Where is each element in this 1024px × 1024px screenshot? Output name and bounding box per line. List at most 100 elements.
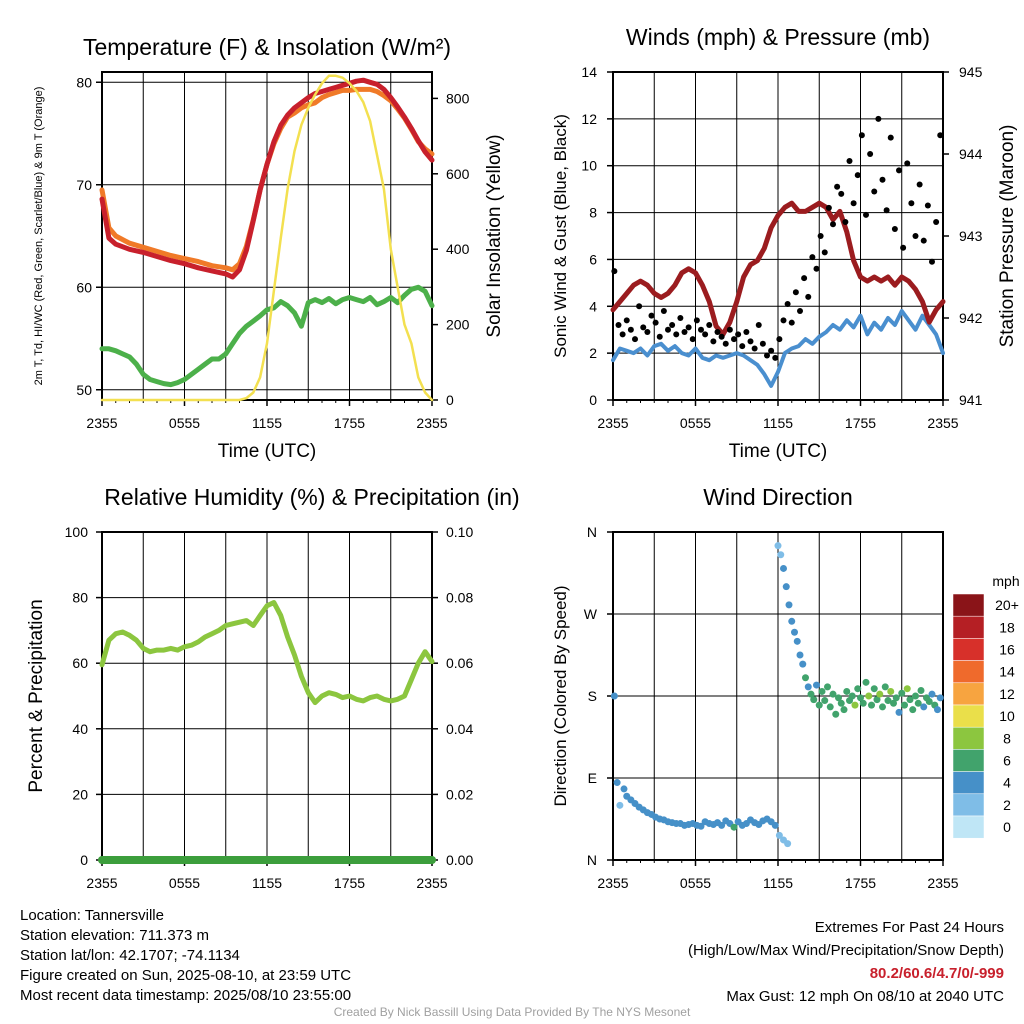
y-tick-label: 8 <box>589 205 597 221</box>
direction-point <box>818 687 826 695</box>
y-tick-label: 0 <box>589 392 597 408</box>
direction-point <box>824 683 831 691</box>
gust-point <box>706 322 713 329</box>
gust-point <box>726 326 733 333</box>
colorbar-swatch <box>952 593 985 617</box>
gust-point <box>615 322 622 329</box>
gust-point <box>784 300 791 307</box>
temperature-panel: 2355 0555 1155 1755 235550607080020040060080… <box>33 34 505 462</box>
speed-colorbar: mph 20+ 18 16 14 12 10 8 6 4 2 0 <box>952 573 1020 839</box>
gust-point <box>879 176 886 183</box>
max-gust-text: Max Gust: 12 mph On 08/10 at 2040 UTC <box>726 988 1004 1005</box>
gust-point <box>850 200 857 207</box>
x-tick-label: 0555 <box>680 875 711 891</box>
gust-point <box>669 322 676 329</box>
gust-point <box>698 326 704 333</box>
y-tick-label: 2 <box>589 345 597 361</box>
x-tick-label: 2355 <box>86 415 117 431</box>
gust-point <box>693 317 700 324</box>
direction-point <box>821 697 829 705</box>
y-axis-label: 2m T, Td, HI/WC (Red, Green, Scarlet/Blu… <box>33 87 45 386</box>
dewpoint-line <box>99 284 435 388</box>
colorbar-swatch <box>952 615 985 639</box>
direction-point <box>936 694 944 702</box>
direction-point <box>613 779 621 787</box>
direction-point <box>718 821 726 829</box>
extremes-values: 80.2/60.6/4.7/0/-999 <box>869 965 1004 982</box>
x-tick-label: 2355 <box>927 875 958 891</box>
gust-point <box>863 211 869 218</box>
direction-point <box>730 823 738 831</box>
direction-point <box>914 699 922 707</box>
colorbar-label: 20+ <box>995 597 1019 613</box>
colorbar-swatch <box>952 815 985 839</box>
direction-point <box>796 651 804 659</box>
direction-point <box>862 678 870 686</box>
gust-point <box>834 183 841 190</box>
gust-point <box>747 338 754 345</box>
direction-point <box>784 840 792 848</box>
x-tick-label: 1755 <box>845 875 876 891</box>
gust-point <box>685 324 692 331</box>
y-tick-label: 80 <box>76 74 92 90</box>
direction-point <box>802 674 809 682</box>
direction-point <box>934 706 941 714</box>
direction-point <box>906 696 914 704</box>
gust-point <box>764 352 770 359</box>
direction-point <box>848 692 856 700</box>
direction-point <box>843 687 851 695</box>
elevation-text: Station elevation: 711.373 m <box>20 927 210 944</box>
gust-point <box>776 336 783 343</box>
direction-point <box>857 694 864 702</box>
humidity-panel: 2355 0555 1155 1755 2355 0 20 40 60 80 100 0.00 0.02… <box>26 484 520 891</box>
y-tick-label: S <box>588 688 597 704</box>
gust-point <box>792 289 799 296</box>
y-tick-label: 10 <box>581 158 597 174</box>
gust-point <box>846 158 853 165</box>
direction-point <box>890 699 897 707</box>
y-tick-label: 50 <box>76 382 92 398</box>
direction-point <box>813 681 820 689</box>
gust-point <box>665 326 671 333</box>
gust-point <box>623 317 630 324</box>
colorbar-swatch <box>952 704 985 728</box>
gust-point <box>619 331 626 338</box>
y-tick-label: N <box>587 852 597 868</box>
y-tick-label: N <box>587 524 597 540</box>
gust-point <box>797 307 803 314</box>
y2-tick-label: 945 <box>959 64 983 80</box>
gust-point <box>838 190 845 197</box>
direction-point <box>925 697 933 705</box>
y-tick-label: 0 <box>80 852 88 868</box>
direction-point <box>616 801 624 809</box>
gust-point <box>722 340 729 347</box>
gust-point <box>636 303 643 310</box>
direction-point <box>903 685 911 693</box>
gust-point <box>677 315 684 321</box>
direction-point <box>854 685 862 693</box>
direction-point <box>884 697 892 705</box>
direction-point <box>879 703 886 711</box>
sonic-wind-line <box>611 309 945 388</box>
x-tick-label: 0555 <box>169 875 200 891</box>
direction-point <box>901 701 908 709</box>
gust-point <box>904 160 911 167</box>
colorbar-label: 16 <box>999 642 1015 658</box>
colorbar-label: 12 <box>999 686 1015 702</box>
direction-point <box>810 696 818 704</box>
y-tick-label: 60 <box>76 279 92 295</box>
gust-point <box>772 354 779 361</box>
gust-point <box>937 132 944 139</box>
x-tick-label: 2355 <box>416 415 447 431</box>
direction-point <box>873 696 881 704</box>
y2-tick-label: 0.04 <box>446 721 473 737</box>
y-tick-label: 40 <box>72 721 88 737</box>
gust-point <box>891 225 898 232</box>
y-tick-label: W <box>584 606 598 622</box>
direction-point <box>870 685 878 693</box>
colorbar-label: 18 <box>999 619 1015 635</box>
recent-timestamp-text: Most recent data timestamp: 2025/08/10 2… <box>20 987 352 1004</box>
y2-tick-label: 941 <box>959 392 983 408</box>
gust-point <box>825 204 832 211</box>
